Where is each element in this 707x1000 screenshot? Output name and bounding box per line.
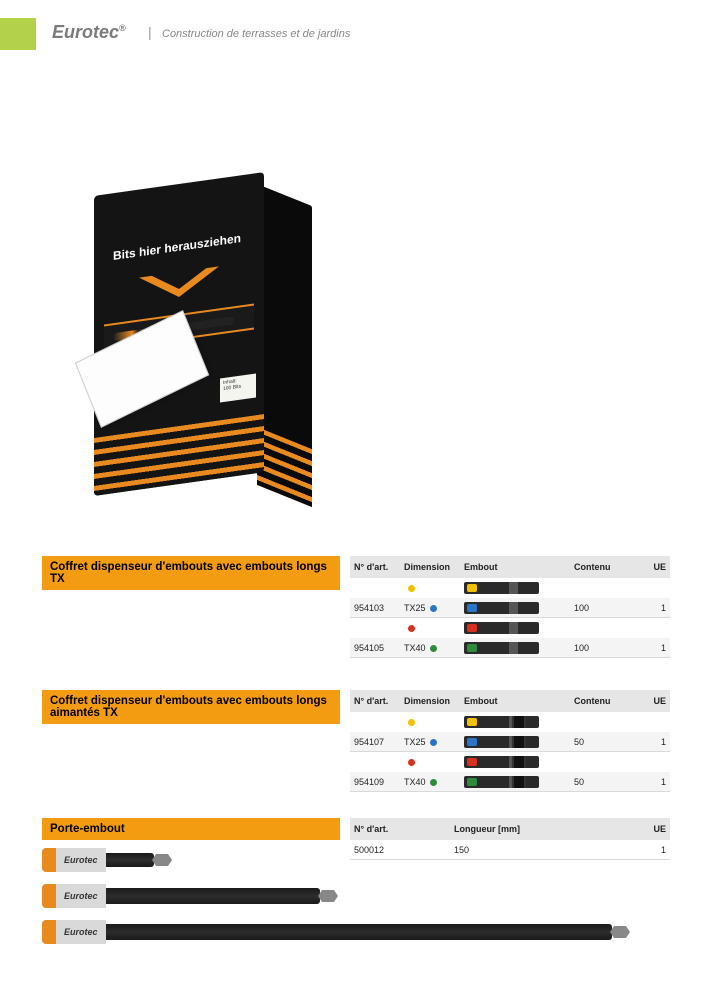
cell-ue: 1 bbox=[625, 737, 670, 747]
bit-holder-short: Eurotec bbox=[42, 848, 172, 872]
cell-art: 954105 bbox=[350, 643, 400, 653]
table-row: 5000121501 bbox=[350, 840, 670, 860]
bit-icon bbox=[464, 716, 539, 728]
cell-contenu: 100 bbox=[570, 643, 625, 653]
cell-length: 150 bbox=[450, 845, 625, 855]
col-ue: UE bbox=[625, 824, 670, 834]
table-row: 954103TX25 1001 bbox=[350, 598, 670, 618]
cell-embout bbox=[460, 716, 570, 728]
cell-ue: 1 bbox=[625, 845, 670, 855]
cell-dim: TX25 bbox=[400, 603, 460, 613]
cell-embout bbox=[460, 582, 570, 594]
col-dim: Dimension bbox=[400, 696, 460, 706]
bit-icon bbox=[464, 582, 539, 594]
table-row bbox=[350, 752, 670, 772]
cell-dim bbox=[400, 757, 460, 767]
cell-art: 954107 bbox=[350, 737, 400, 747]
table-row bbox=[350, 618, 670, 638]
table-row: 954105TX40 1001 bbox=[350, 638, 670, 658]
table-header: N° d'art. Longueur [mm] UE bbox=[350, 818, 670, 840]
cell-dim bbox=[400, 583, 460, 593]
cell-embout bbox=[460, 756, 570, 768]
col-ue: UE bbox=[625, 696, 670, 706]
brand-logo: Eurotec® bbox=[52, 22, 126, 43]
color-dot-icon bbox=[408, 625, 415, 632]
cell-embout bbox=[460, 642, 570, 654]
bit-holder-medium: Eurotec bbox=[42, 884, 338, 908]
hex-shank-icon bbox=[152, 854, 172, 866]
bit-icon bbox=[464, 776, 539, 788]
page-tab-marker bbox=[0, 18, 36, 50]
section2-title: Coffret dispenseur d'embouts avec embout… bbox=[42, 690, 340, 724]
col-cont: Contenu bbox=[570, 562, 625, 572]
dispenser-box-illustration: Bits hier herausziehen Inhalt: 100 Bits bbox=[84, 184, 281, 524]
col-dim: Dimension bbox=[400, 562, 460, 572]
color-dot-icon bbox=[430, 645, 437, 652]
cell-dim: TX40 bbox=[400, 643, 460, 653]
col-art: N° d'art. bbox=[350, 696, 400, 706]
cell-art: 954109 bbox=[350, 777, 400, 787]
section1-table: N° d'art. Dimension Embout Contenu UE 95… bbox=[350, 556, 670, 658]
table-row bbox=[350, 712, 670, 732]
cell-ue: 1 bbox=[625, 777, 670, 787]
bit-icon bbox=[464, 602, 539, 614]
bit-icon bbox=[464, 756, 539, 768]
cell-embout bbox=[460, 622, 570, 634]
cell-ue: 1 bbox=[625, 603, 670, 613]
col-len: Longueur [mm] bbox=[450, 824, 625, 834]
section3-table: N° d'art. Longueur [mm] UE 5000121501 bbox=[350, 818, 670, 860]
cell-embout bbox=[460, 736, 570, 748]
holder-brand: Eurotec bbox=[56, 848, 106, 872]
section3-title: Porte-embout bbox=[42, 818, 340, 840]
col-emb: Embout bbox=[460, 562, 570, 572]
cell-art: 954103 bbox=[350, 603, 400, 613]
col-emb: Embout bbox=[460, 696, 570, 706]
brand-reg: ® bbox=[119, 23, 126, 33]
color-dot-icon bbox=[430, 779, 437, 786]
cell-dim: TX25 bbox=[400, 737, 460, 747]
color-dot-icon bbox=[408, 759, 415, 766]
cell-dim bbox=[400, 717, 460, 727]
hex-shank-icon bbox=[610, 926, 630, 938]
cell-dim: TX40 bbox=[400, 777, 460, 787]
table-row: 954107TX25 501 bbox=[350, 732, 670, 752]
table-header: N° d'art. Dimension Embout Contenu UE bbox=[350, 690, 670, 712]
cell-embout bbox=[460, 602, 570, 614]
bit-icon bbox=[464, 622, 539, 634]
color-dot-icon bbox=[408, 585, 415, 592]
bit-holder-long: Eurotec bbox=[42, 920, 630, 944]
color-dot-icon bbox=[430, 739, 437, 746]
cell-contenu: 100 bbox=[570, 603, 625, 613]
table-header: N° d'art. Dimension Embout Contenu UE bbox=[350, 556, 670, 578]
bit-icon bbox=[464, 642, 539, 654]
box-sticker: Inhalt: 100 Bits bbox=[220, 373, 256, 402]
section2-table: N° d'art. Dimension Embout Contenu UE 95… bbox=[350, 690, 670, 792]
col-cont: Contenu bbox=[570, 696, 625, 706]
hex-shank-icon bbox=[318, 890, 338, 902]
holder-brand: Eurotec bbox=[56, 920, 106, 944]
color-dot-icon bbox=[408, 719, 415, 726]
cell-ue: 1 bbox=[625, 643, 670, 653]
color-dot-icon bbox=[430, 605, 437, 612]
header-subtitle: Construction de terrasses et de jardins bbox=[162, 28, 350, 40]
cell-contenu: 50 bbox=[570, 777, 625, 787]
cell-contenu: 50 bbox=[570, 737, 625, 747]
col-art: N° d'art. bbox=[350, 562, 400, 572]
col-art: N° d'art. bbox=[350, 824, 450, 834]
holder-brand: Eurotec bbox=[56, 884, 106, 908]
bit-icon bbox=[464, 736, 539, 748]
cell-dim bbox=[400, 623, 460, 633]
col-ue: UE bbox=[625, 562, 670, 572]
table-row bbox=[350, 578, 670, 598]
section1-title: Coffret dispenseur d'embouts avec embout… bbox=[42, 556, 340, 590]
header-divider: | bbox=[148, 24, 152, 40]
cell-art: 500012 bbox=[350, 845, 450, 855]
brand-text: Eurotec bbox=[52, 22, 119, 42]
table-row: 954109TX40 501 bbox=[350, 772, 670, 792]
cell-embout bbox=[460, 776, 570, 788]
